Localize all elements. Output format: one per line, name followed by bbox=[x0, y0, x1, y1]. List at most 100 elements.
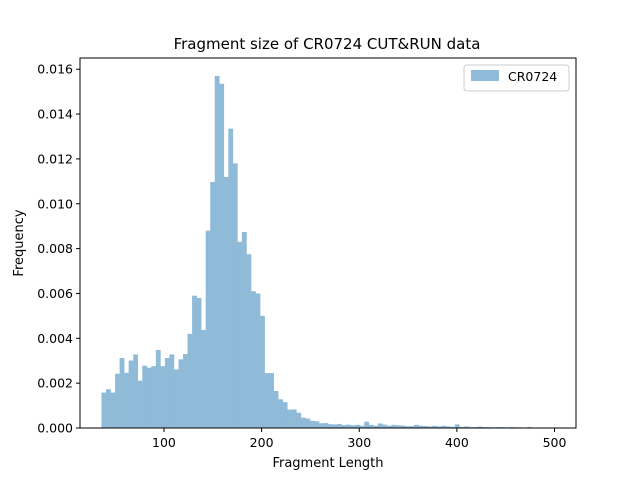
histogram-bar bbox=[164, 358, 170, 428]
histogram-bar bbox=[405, 426, 410, 428]
histogram-bar bbox=[173, 369, 179, 428]
histogram-bar bbox=[423, 425, 428, 428]
legend-swatch bbox=[471, 70, 499, 81]
histogram-bar bbox=[436, 426, 442, 428]
histogram-bar bbox=[146, 367, 152, 428]
histogram-bar bbox=[400, 425, 406, 428]
histogram-bar bbox=[305, 418, 311, 428]
histogram-bar bbox=[377, 423, 383, 428]
x-tick-label: 200 bbox=[250, 435, 274, 450]
y-axis-label: Frequency bbox=[12, 209, 27, 276]
y-tick-label: 0.000 bbox=[37, 421, 73, 436]
histogram-bar bbox=[237, 241, 243, 428]
histogram-bar bbox=[219, 83, 225, 428]
histogram-bar bbox=[395, 425, 401, 428]
histogram-bar bbox=[386, 425, 392, 428]
histogram-bar bbox=[414, 424, 419, 428]
histogram-bar bbox=[260, 315, 265, 428]
histogram-bar bbox=[169, 354, 175, 428]
x-axis-label: Fragment Length bbox=[272, 456, 383, 471]
histogram-bar bbox=[450, 426, 456, 428]
histogram-bar bbox=[178, 359, 184, 428]
x-tick-label: 100 bbox=[152, 435, 176, 450]
histogram-bar bbox=[115, 373, 120, 428]
histogram-bar bbox=[391, 424, 397, 428]
histogram-bar bbox=[110, 392, 116, 428]
histogram-bars bbox=[101, 75, 555, 428]
histogram-bar bbox=[463, 426, 469, 428]
histogram-bar bbox=[264, 373, 270, 428]
histogram-bar bbox=[346, 424, 351, 428]
histogram-bar bbox=[142, 365, 148, 428]
x-axis: 100 200 300 400 500 bbox=[152, 428, 566, 450]
histogram-bar bbox=[364, 421, 370, 428]
y-tick-label: 0.008 bbox=[37, 241, 73, 256]
x-tick-label: 400 bbox=[445, 435, 469, 450]
histogram-bar bbox=[287, 409, 293, 428]
x-tick-label: 300 bbox=[347, 435, 371, 450]
y-tick-label: 0.010 bbox=[37, 196, 73, 211]
x-tick-label: 500 bbox=[543, 435, 567, 450]
y-tick-label: 0.016 bbox=[37, 62, 73, 77]
histogram-bar bbox=[418, 425, 424, 428]
histogram-bar bbox=[137, 380, 143, 428]
histogram-bar bbox=[337, 423, 342, 428]
histogram-bar bbox=[445, 426, 451, 428]
y-tick-label: 0.004 bbox=[37, 331, 73, 346]
histogram-bar bbox=[300, 417, 306, 428]
histogram-bar bbox=[441, 425, 447, 428]
histogram-bar bbox=[106, 389, 111, 428]
histogram-bar bbox=[323, 423, 329, 428]
histogram-bar bbox=[309, 420, 315, 428]
y-tick-label: 0.006 bbox=[37, 286, 73, 301]
histogram-bar bbox=[205, 230, 211, 428]
histogram-bar bbox=[255, 293, 261, 428]
histogram-bar bbox=[241, 232, 247, 428]
histogram-bar bbox=[355, 424, 361, 428]
legend-label: CR0724 bbox=[508, 69, 557, 84]
histogram-bar bbox=[296, 412, 302, 428]
histogram-bar bbox=[201, 330, 206, 428]
y-axis: 0.000 0.002 0.004 0.006 0.008 0.010 0.012 0.014… bbox=[37, 62, 80, 436]
histogram-bar bbox=[359, 425, 365, 428]
histogram-bar bbox=[210, 182, 216, 428]
histogram-bar bbox=[119, 358, 125, 428]
histogram-bar bbox=[350, 425, 356, 428]
histogram-bar bbox=[278, 399, 283, 428]
histogram-bar bbox=[314, 421, 320, 428]
histogram-bar bbox=[101, 392, 107, 428]
histogram-bar bbox=[477, 426, 483, 428]
histogram-bar bbox=[454, 424, 460, 428]
histogram-bar bbox=[382, 424, 388, 428]
histogram-bar bbox=[250, 291, 256, 428]
y-tick-label: 0.002 bbox=[37, 376, 73, 391]
histogram-bar bbox=[155, 349, 161, 428]
histogram-bar bbox=[368, 424, 374, 428]
histogram-bar bbox=[223, 176, 229, 428]
y-tick-label: 0.014 bbox=[37, 107, 73, 122]
histogram-bar bbox=[269, 373, 274, 428]
chart-title: Fragment size of CR0724 CUT&RUN data bbox=[174, 35, 481, 53]
histogram-bar bbox=[160, 366, 166, 428]
y-tick-label: 0.012 bbox=[37, 151, 73, 166]
histogram-bar bbox=[318, 423, 324, 428]
histogram-bar bbox=[328, 424, 333, 428]
histogram-bar bbox=[432, 425, 438, 428]
plot-frame bbox=[79, 57, 577, 429]
histogram-bar bbox=[214, 75, 220, 428]
histogram-bar bbox=[341, 425, 347, 428]
histogram-bar bbox=[273, 391, 279, 428]
histogram-bar bbox=[183, 354, 188, 428]
histogram-bar bbox=[128, 360, 134, 428]
histogram-bar bbox=[187, 333, 193, 428]
histogram-bar bbox=[124, 372, 129, 428]
histogram-bar bbox=[291, 409, 297, 428]
histogram-bar bbox=[459, 426, 465, 428]
histogram-bar bbox=[409, 426, 415, 428]
histogram-bar bbox=[228, 128, 234, 428]
histogram-bar bbox=[332, 424, 338, 428]
histogram-bar bbox=[246, 254, 252, 428]
histogram-bar bbox=[151, 366, 157, 428]
histogram-bar bbox=[192, 295, 197, 428]
